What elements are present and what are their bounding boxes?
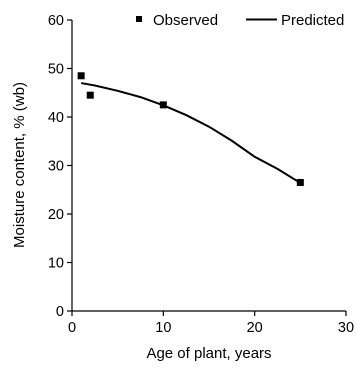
- x-tick-label: 0: [68, 320, 76, 336]
- y-tick-label: 30: [48, 159, 64, 175]
- axis-ticks: [67, 19, 347, 316]
- y-axis-title: Moisture content, % (wb): [11, 82, 28, 248]
- series-layer: [77, 72, 304, 186]
- y-tick-label: 60: [48, 13, 64, 29]
- y-tick-label: 50: [48, 62, 64, 78]
- y-tick-label: 40: [48, 110, 64, 126]
- observed-point: [77, 72, 85, 80]
- predicted-line: [80, 82, 301, 184]
- x-tick-label: 20: [247, 320, 263, 336]
- legend-observed-label: Observed: [153, 12, 218, 29]
- x-tick-label: 30: [338, 320, 354, 336]
- legend: Observed Predicted: [136, 12, 344, 29]
- x-tick-label: 10: [155, 320, 171, 336]
- axis-tick-labels: 0 10 20 30 0 10 20 30 40 50 60: [48, 13, 354, 336]
- observed-point: [86, 91, 94, 99]
- plot-area: 0 10 20 30 0 10 20 30 40 50 60: [48, 13, 354, 336]
- legend-predicted-label: Predicted: [281, 12, 344, 29]
- legend-observed-marker: [136, 16, 142, 22]
- y-tick-label: 10: [48, 256, 64, 272]
- y-tick-label: 20: [48, 207, 64, 223]
- y-tick-label: 0: [56, 304, 64, 320]
- x-axis-title: Age of plant, years: [146, 345, 271, 362]
